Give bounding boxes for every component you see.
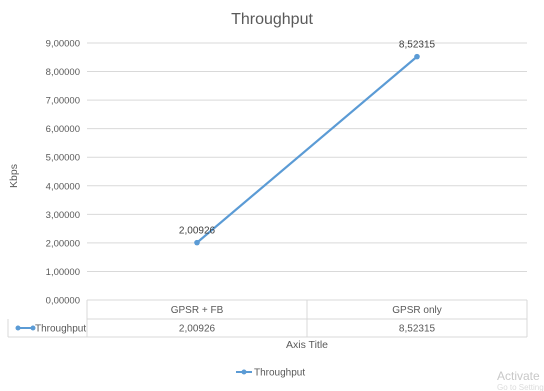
category-label: GPSR + FB xyxy=(171,305,224,316)
watermark-subtext: Go to Settings xyxy=(497,383,544,391)
table-series-key-marker xyxy=(30,325,36,331)
y-tick-label: 8,00000 xyxy=(46,67,80,78)
table-cell-value: 8,52315 xyxy=(399,324,436,335)
watermark-text: Activate xyxy=(497,369,540,383)
y-tick-label: 1,00000 xyxy=(46,267,80,278)
legend-label: Throughput xyxy=(254,368,305,379)
y-tick-label: 4,00000 xyxy=(46,181,80,192)
table-cell-value: 2,00926 xyxy=(179,324,216,335)
data-table: GPSR + FB GPSR only Throughput 2,00926 8,523… xyxy=(7,300,528,338)
y-tick-label: 3,00000 xyxy=(46,210,80,221)
data-label: 2,00926 xyxy=(179,226,216,237)
series-line-throughput xyxy=(196,55,418,244)
data-point-marker xyxy=(414,53,420,60)
y-tick-label: 9,00000 xyxy=(46,39,80,50)
y-axis-title: Kbps xyxy=(8,164,20,188)
y-tick-label: 0,00000 xyxy=(46,296,80,307)
y-axis-ticks: 0,00000 1,00000 2,00000 3,00000 4,00000 5,000… xyxy=(46,39,80,307)
y-tick-label: 6,00000 xyxy=(46,124,80,135)
x-axis-title: Axis Title xyxy=(286,339,328,351)
y-tick-label: 2,00000 xyxy=(46,238,80,249)
table-series-key-marker xyxy=(15,325,21,331)
data-labels: 2,00926 8,52315 xyxy=(179,40,436,237)
chart-title: Throughput xyxy=(231,11,313,28)
category-label: GPSR only xyxy=(392,305,441,316)
legend: Throughput xyxy=(236,368,305,379)
legend-marker xyxy=(241,369,247,375)
data-point-marker xyxy=(194,239,200,246)
series-line-group xyxy=(194,53,420,246)
table-series-name: Throughput xyxy=(35,324,86,335)
y-tick-label: 5,00000 xyxy=(46,153,80,164)
y-tick-label: 7,00000 xyxy=(46,96,80,107)
gridlines xyxy=(87,42,527,301)
data-label: 8,52315 xyxy=(399,40,436,51)
